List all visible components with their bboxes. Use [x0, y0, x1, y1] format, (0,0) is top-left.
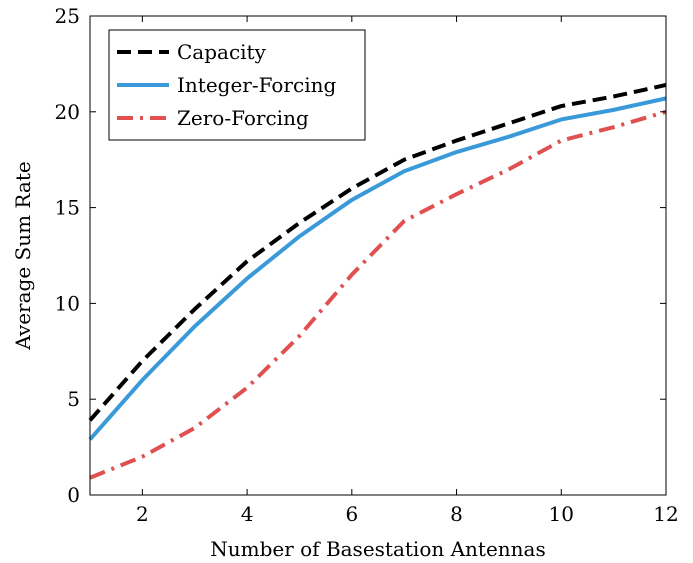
- series-line-integer-forcing: [88, 96, 667, 441]
- x-tick-label: 10: [549, 502, 574, 526]
- y-tick-label: 15: [55, 196, 80, 220]
- plot-frame: [89, 15, 667, 496]
- plot-lines: [88, 83, 667, 480]
- y-axis-label: Average Sum Rate: [11, 161, 35, 350]
- legend-label: Integer-Forcing: [177, 73, 336, 97]
- x-axis-label: Number of Basestation Antennas: [210, 537, 546, 561]
- x-tick-label: 12: [653, 502, 678, 526]
- y-tick-label: 25: [55, 4, 80, 28]
- series-line-zero-forcing: [89, 109, 667, 480]
- x-tick-label: 4: [241, 502, 254, 526]
- y-tick-label: 5: [67, 387, 80, 411]
- legend: Capacity Integer-Forcing Zero-Forcing: [108, 29, 366, 141]
- y-tick-label: 20: [55, 100, 80, 124]
- y-tick-label: 0: [67, 483, 80, 507]
- legend-label: Zero-Forcing: [177, 106, 309, 130]
- x-tick-label: 8: [450, 502, 463, 526]
- y-tick-label: 10: [55, 291, 80, 315]
- x-tick-label: 6: [345, 502, 358, 526]
- series-line-capacity: [88, 83, 667, 422]
- legend-label: Capacity: [177, 40, 267, 64]
- axis-ticks: 2 4 6 8 10 12 0 5 10 15 20 25: [55, 4, 679, 526]
- x-tick-label: 2: [136, 502, 149, 526]
